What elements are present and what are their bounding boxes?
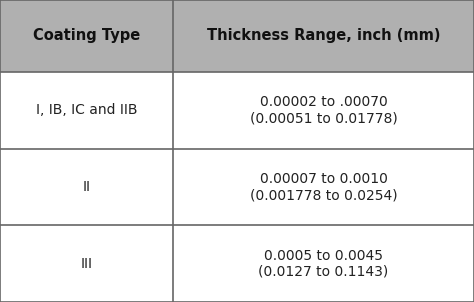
Text: III: III [81,257,92,271]
Bar [173,225,474,302]
Bar [173,0,474,72]
Bar [173,149,474,225]
Bar [173,72,474,149]
Text: I, IB, IC and IIB: I, IB, IC and IIB [36,103,137,117]
Text: 0.00007 to 0.0010
(0.001778 to 0.0254): 0.00007 to 0.0010 (0.001778 to 0.0254) [250,172,397,202]
Bar [0,72,173,149]
Text: Thickness Range, inch (mm): Thickness Range, inch (mm) [207,28,440,43]
Text: 0.00002 to .00070
(0.00051 to 0.01778): 0.00002 to .00070 (0.00051 to 0.01778) [250,95,397,125]
Bar [0,225,173,302]
Text: Coating Type: Coating Type [33,28,140,43]
Text: II: II [82,180,91,194]
Bar [0,149,173,225]
Bar [0,0,173,72]
Text: 0.0005 to 0.0045
(0.0127 to 0.1143): 0.0005 to 0.0045 (0.0127 to 0.1143) [258,249,389,279]
